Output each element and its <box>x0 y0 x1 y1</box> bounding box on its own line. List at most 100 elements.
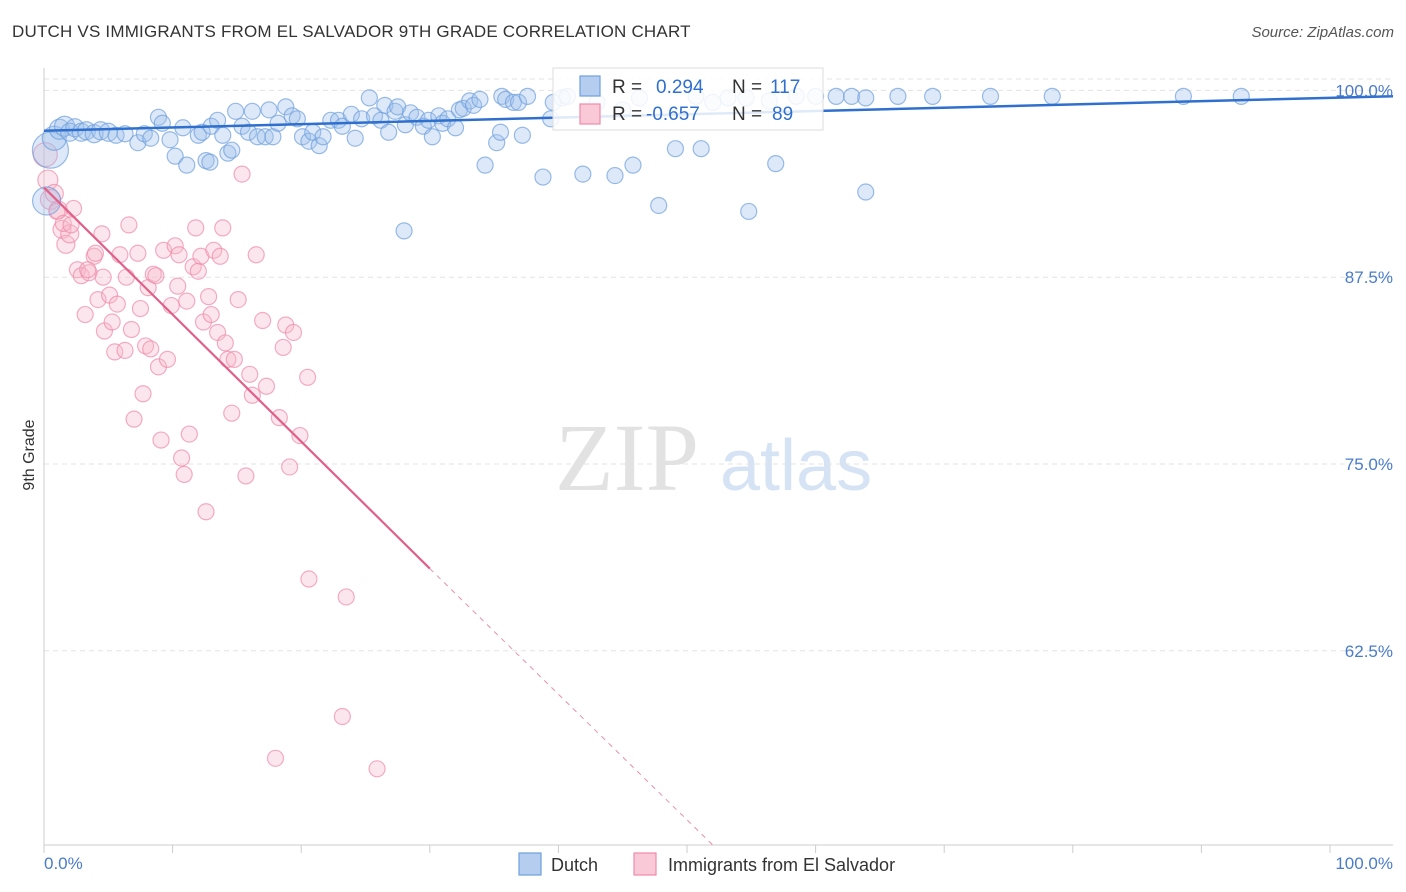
salvador-point <box>241 365 259 383</box>
stats-box: R = 0.294 N = 117 R = -0.657 N = 89 <box>552 67 824 131</box>
salvador-point <box>189 262 207 280</box>
dutch-point <box>178 156 196 174</box>
salvador-point <box>205 241 223 259</box>
dutch-point <box>981 87 1000 105</box>
dutch-point <box>269 114 287 132</box>
dutch-point <box>509 93 528 111</box>
dutch-point <box>606 166 624 185</box>
dutch-point <box>227 102 245 120</box>
y-tick-label: 62.5% <box>1345 642 1393 661</box>
dutch-point <box>857 89 875 107</box>
salvador-point <box>178 292 196 310</box>
dutch-point <box>666 140 685 158</box>
dutch-point <box>857 183 875 201</box>
legend-dutch-swatch <box>518 852 542 876</box>
salvador-point <box>284 323 303 342</box>
salvador-point <box>266 749 285 767</box>
chart-source: Source: ZipAtlas.com <box>1251 24 1394 41</box>
salvador-point <box>197 503 215 521</box>
dutch-point <box>214 126 232 144</box>
dutch-point <box>518 87 537 105</box>
salvador-point <box>214 219 232 237</box>
salvador-point <box>76 305 94 324</box>
dutch-point <box>209 111 227 129</box>
salvador-point <box>333 707 351 726</box>
salvador-point <box>254 311 272 330</box>
salvador-point <box>64 199 83 218</box>
dutch-point <box>380 123 398 141</box>
salvador-point <box>337 588 355 606</box>
dutch-point <box>488 134 506 152</box>
dutch-point <box>767 155 785 173</box>
dutch-point <box>239 123 258 141</box>
salvador-point <box>125 410 143 428</box>
salvador-point <box>237 467 255 485</box>
salvador-point <box>62 216 80 234</box>
dutch-point <box>740 202 758 221</box>
x-tick-label-max: 100.0% <box>1335 854 1393 873</box>
x-tick-label-min: 0.0% <box>44 854 83 873</box>
dutch-point <box>650 196 668 215</box>
salvador-point <box>243 386 261 404</box>
salvador-point <box>200 288 218 306</box>
dutch-point <box>201 153 219 171</box>
y-axis-title: 9th Grade <box>21 419 38 490</box>
salvador-point <box>79 261 97 279</box>
dutch-point <box>166 147 184 165</box>
salvador-point <box>136 337 155 355</box>
dutch-point <box>889 87 907 105</box>
salvador-point <box>131 299 150 318</box>
salvador-point <box>93 225 111 243</box>
dutch-point <box>193 123 211 141</box>
salvador-point <box>211 247 229 265</box>
dutch-point <box>360 89 378 107</box>
salvador-point <box>175 465 193 484</box>
dutch-point <box>288 110 306 128</box>
dutch-point <box>513 126 531 144</box>
salvador-point <box>147 267 165 285</box>
stats-salvador-r-label: R = <box>612 104 642 125</box>
salvador-point <box>216 334 234 352</box>
salvador-point <box>129 244 147 262</box>
salvador-point <box>122 320 141 339</box>
legend-dutch-label: Dutch <box>551 855 598 875</box>
y-tick-label: 100.0% <box>1335 81 1393 100</box>
salvador-point <box>170 246 188 264</box>
y-tick-label: 87.5% <box>1345 268 1393 287</box>
stats-salvador-n-value: 89 <box>772 104 793 125</box>
stats-salvador-n-label: N = <box>732 104 762 125</box>
salvador-point <box>300 570 318 588</box>
salvador-point <box>187 219 205 237</box>
salvador-point <box>180 425 198 443</box>
salvador-trend-extension <box>429 568 714 846</box>
salvador-point <box>281 458 299 476</box>
stats-salvador-swatch <box>579 103 601 125</box>
dutch-point <box>161 131 179 149</box>
dutch-point <box>476 156 494 174</box>
x-axis-ticks <box>43 845 1331 853</box>
legend-salvador-swatch <box>633 852 657 876</box>
salvador-point <box>223 404 241 422</box>
dutch-point <box>277 98 295 116</box>
salvador-point <box>86 244 105 262</box>
salvador-point <box>111 246 129 264</box>
gridlines <box>44 78 1393 652</box>
dutch-point <box>843 87 861 105</box>
dutch-point <box>924 87 942 105</box>
dutch-point <box>624 156 642 174</box>
salvador-point <box>103 313 121 331</box>
stats-dutch-n-label: N = <box>732 77 762 98</box>
dutch-point <box>395 222 413 240</box>
stats-dutch-r-value: 0.294 <box>656 77 704 98</box>
salvador-point <box>44 183 64 204</box>
salvador-point <box>120 216 138 234</box>
dutch-point <box>376 96 394 114</box>
stats-dutch-r-label: R = <box>612 77 642 98</box>
dutch-point <box>1232 87 1250 105</box>
salvador-point <box>169 277 187 295</box>
dutch-point <box>129 134 147 152</box>
dutch-point <box>423 128 441 146</box>
dutch-point <box>314 128 332 146</box>
dutch-point <box>346 129 364 147</box>
salvador-point <box>94 268 112 286</box>
